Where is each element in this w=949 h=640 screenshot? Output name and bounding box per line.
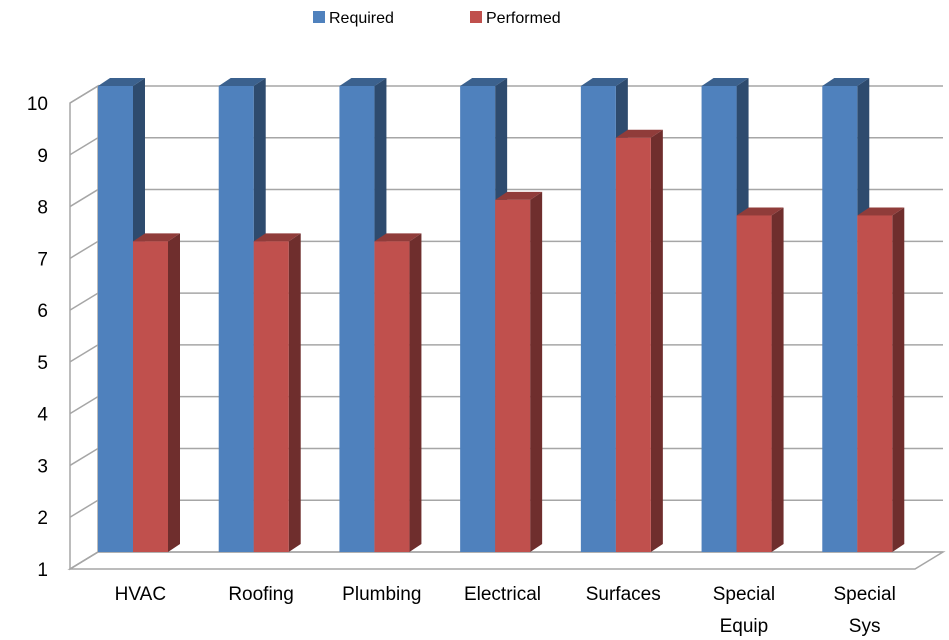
x-tick-label: Surfaces bbox=[586, 584, 661, 605]
bar-top bbox=[98, 78, 145, 86]
floor bbox=[67, 551, 946, 570]
bar-top bbox=[460, 78, 508, 86]
legend-label: Performed bbox=[486, 10, 561, 27]
bar-required bbox=[822, 86, 858, 552]
x-axis-labels: HVAC Roofing Plumbing Electrical Surfaces Spe… bbox=[115, 584, 896, 637]
bar-side bbox=[650, 129, 663, 552]
bar-top bbox=[218, 78, 266, 86]
bar-required bbox=[701, 86, 737, 552]
y-tick-label: 4 bbox=[37, 405, 48, 426]
bar-performed bbox=[133, 241, 168, 553]
side-wall bbox=[69, 84, 99, 571]
bar-top bbox=[822, 78, 870, 86]
bar-required bbox=[98, 86, 133, 552]
legend-label: Required bbox=[329, 10, 394, 27]
y-tick-label: 9 bbox=[37, 146, 48, 167]
bar-top bbox=[339, 78, 387, 86]
bar-performed bbox=[615, 137, 651, 552]
gridline bbox=[69, 551, 943, 570]
x-tick-label: Special Equip bbox=[713, 584, 775, 637]
bar-top bbox=[615, 129, 663, 138]
bar-side bbox=[530, 191, 543, 552]
legend-swatch bbox=[470, 11, 482, 23]
y-tick-label: 3 bbox=[37, 456, 48, 477]
bar-side bbox=[892, 207, 905, 552]
bar-side bbox=[771, 207, 784, 552]
y-tick-label: 2 bbox=[37, 508, 48, 529]
bar-required bbox=[580, 86, 616, 552]
bar-top bbox=[133, 233, 180, 242]
bar-performed bbox=[857, 215, 893, 552]
bar-top bbox=[374, 233, 422, 242]
y-tick-label: 1 bbox=[37, 560, 48, 581]
bar-required bbox=[460, 86, 496, 552]
bar-top bbox=[253, 233, 301, 242]
y-tick-label: 5 bbox=[37, 353, 48, 374]
bars bbox=[98, 78, 905, 553]
bar-top bbox=[495, 191, 543, 200]
y-tick-label: 6 bbox=[37, 301, 48, 322]
bar-top bbox=[857, 207, 905, 216]
bar-top bbox=[736, 207, 784, 216]
bar-side bbox=[168, 233, 180, 553]
y-tick-label: 7 bbox=[37, 249, 48, 270]
bar-top bbox=[701, 78, 749, 86]
x-tick-label: Electrical bbox=[464, 584, 541, 605]
bar-performed bbox=[736, 215, 772, 552]
x-tick-label: Special Sys bbox=[833, 584, 895, 637]
bar-required bbox=[218, 86, 254, 552]
bar-side bbox=[409, 233, 422, 553]
bar-performed bbox=[374, 241, 410, 553]
bar-side bbox=[288, 233, 301, 553]
y-tick-label: 10 bbox=[27, 94, 48, 115]
y-axis-ticks: 1 2 3 4 5 6 7 8 9 10 bbox=[27, 94, 49, 581]
bar-top bbox=[580, 78, 628, 86]
legend: Required Performed bbox=[313, 10, 561, 27]
x-tick-label: Roofing bbox=[228, 584, 294, 605]
bar-required bbox=[339, 86, 375, 552]
x-tick-label: Plumbing bbox=[342, 584, 421, 605]
x-tick-label: HVAC bbox=[115, 584, 166, 605]
legend-swatch bbox=[313, 11, 325, 23]
y-tick-label: 8 bbox=[37, 198, 48, 219]
bar-performed bbox=[253, 241, 289, 553]
bar-performed bbox=[495, 199, 531, 552]
